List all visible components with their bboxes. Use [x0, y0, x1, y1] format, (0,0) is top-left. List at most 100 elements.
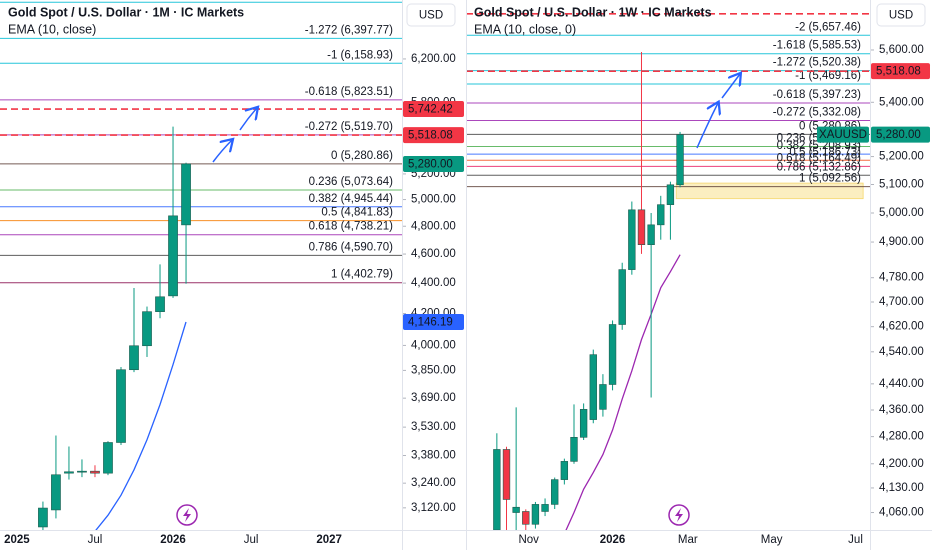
fib-label: -0.272 (5,519.70) [305, 121, 393, 133]
right-plot: -2 (5,657.46) -1.618 (5,585.53) -1.272 (5,… [466, 13, 870, 530]
candle-body [628, 209, 636, 270]
fib-label: 0.382 (5,208.93) [777, 140, 862, 152]
candle-body [618, 269, 626, 325]
y-tick-label: 4,400.00 [411, 277, 456, 289]
fib-label: -0.618 (5,823.51) [305, 86, 393, 98]
y-tick-label: 5,400.00 [879, 96, 924, 108]
fib-label: -1 (6,158.93) [327, 49, 393, 61]
fib-label: 0.786 (5,132.86) [777, 161, 862, 173]
y-tick-label: 3,120.00 [411, 502, 456, 514]
arrow [212, 140, 232, 163]
candle-body [90, 470, 100, 474]
price-badge [403, 101, 464, 118]
y-tick-label: 4,000.00 [411, 339, 456, 351]
candle-body [64, 471, 74, 474]
candle-body [142, 311, 152, 347]
left-plot: -1.618 (6,761.06)-1.272 (6,397.77)-1 (6,… [0, 0, 402, 530]
y-tick-label: 5,600.00 [879, 44, 924, 56]
price-badge-label: 5,518.08 [876, 66, 921, 78]
axis-layer: 6,200.005,800.005,200.005,000.004,800.00… [4, 53, 464, 546]
price-badge [403, 313, 464, 330]
x-tick-label: 2025 [4, 534, 30, 546]
currency-button-label[interactable]: USD [419, 10, 443, 22]
y-tick-label: 3,240.00 [411, 477, 456, 489]
currency-button-label[interactable]: USD [889, 10, 913, 22]
price-badge [871, 126, 930, 143]
y-tick-label: 4,800.00 [411, 220, 456, 232]
candle-body [129, 345, 139, 371]
ema-line [565, 254, 681, 530]
candle-body [666, 184, 675, 205]
fib-label: 0.5 (4,841.83) [321, 207, 393, 219]
currency-button[interactable] [876, 3, 926, 27]
y-tick-label: 4,620.00 [879, 321, 924, 333]
x-tick-label: Mar [678, 534, 698, 546]
price-badge-label: 5,742.42 [408, 104, 453, 116]
x-tick-label: Jul [244, 534, 259, 546]
fib-label: 0.236 (5,073.64) [309, 176, 394, 188]
candle-body [579, 409, 588, 438]
price-badge-label: 5,280.00 [876, 129, 921, 141]
y-tick-label: 4,780.00 [879, 272, 924, 284]
candle-body [531, 504, 540, 525]
x-tick-label: Jul [848, 534, 863, 546]
candle-body [77, 470, 87, 473]
y-tick-label: 5,000.00 [411, 194, 456, 206]
candle-body [103, 442, 113, 474]
candle-body [570, 437, 578, 462]
x-tick-label: 2027 [316, 534, 342, 546]
fib-label: 0.786 (4,590.70) [309, 241, 394, 253]
fib-label: -1.272 (6,397.77) [305, 24, 393, 36]
y-tick-label: 3,690.00 [411, 392, 456, 404]
event-icon[interactable] [668, 504, 690, 526]
y-tick-label: 4,060.00 [879, 507, 924, 519]
arrow [239, 108, 257, 131]
candle-body [589, 354, 597, 420]
x-tick-label: 2026 [600, 534, 626, 546]
y-tick-label: 5,000.00 [879, 207, 924, 219]
fib-label: -0.618 (5,397.23) [773, 89, 861, 101]
y-tick-label: 4,280.00 [879, 431, 924, 443]
fib-label: -1 (5,469.16) [795, 70, 861, 82]
y-tick-label: 5,200.00 [879, 151, 924, 163]
fib-label: 0.618 (4,738.21) [309, 221, 394, 233]
fib-label: 0.618 (5,164.49) [777, 152, 862, 164]
y-tick-label: 3,850.00 [411, 364, 456, 376]
y-tick-label: 4,700.00 [879, 296, 924, 308]
fib-label: -2 (5,657.46) [795, 21, 861, 33]
price-badge-label: 5,518.08 [408, 130, 453, 142]
currency-button[interactable] [406, 3, 456, 27]
candle-body [551, 479, 559, 505]
candle-body [647, 224, 655, 245]
candle-body [657, 204, 665, 226]
candle-body [676, 134, 684, 186]
indicator-legend: EMA (10, close, 0) [474, 22, 576, 36]
arrow [721, 74, 740, 99]
y-tick-label: 4,900.00 [879, 236, 924, 248]
indicator-legend: EMA (10, close) [8, 22, 96, 36]
zone [675, 182, 864, 200]
candle-body [599, 384, 607, 410]
candle-body [541, 504, 549, 512]
candle-body [608, 324, 617, 385]
fib-label: -1.618 (5,585.53) [773, 40, 861, 52]
y-tick-label: 6,200.00 [411, 53, 456, 65]
chart-title: Gold Spot / U.S. Dollar · 1W · IC Market… [474, 5, 712, 19]
candle-body [116, 369, 126, 443]
event-icon[interactable] [176, 504, 198, 526]
axis-layer: 5,600.00 5,400.00 5,200.00 5,100.00 5,000.00… [518, 44, 930, 546]
fib-label: 0.382 (4,945.44) [309, 193, 394, 205]
fib-label: 0 (5,280.86) [331, 150, 393, 162]
fib-label: 1 (5,092.56) [799, 173, 861, 185]
arrow [696, 103, 718, 149]
candle-body [522, 511, 530, 525]
fib-label: 1 (4,402.79) [331, 269, 393, 281]
candle-body [168, 215, 178, 297]
price-badge-label: 5,280.00 [408, 158, 453, 170]
x-tick-label: Jul [88, 534, 103, 546]
x-tick-label: May [761, 534, 783, 546]
candle-body [560, 461, 569, 480]
chart-title: Gold Spot / U.S. Dollar · 1M · IC Market… [8, 5, 244, 19]
